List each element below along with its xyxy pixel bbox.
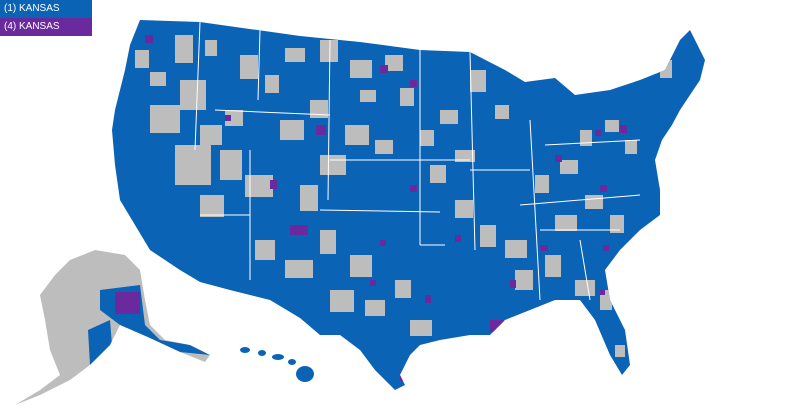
legend-item-kansas-state: (4) KANSAS STATE: [0, 18, 92, 50]
kansas-state-counties: [145, 35, 627, 381]
hawaii: [240, 347, 314, 382]
conus-base: [112, 20, 705, 390]
unaffiliated-counties: [135, 35, 672, 357]
legend: (1) KANSAS (4) KANSAS STATE: [0, 0, 92, 50]
legend-item-kansas: (1) KANSAS: [0, 0, 92, 18]
state-borders: [194, 21, 641, 301]
alaska-kansas-state-area: [115, 292, 140, 314]
contiguous-us: [112, 20, 705, 390]
